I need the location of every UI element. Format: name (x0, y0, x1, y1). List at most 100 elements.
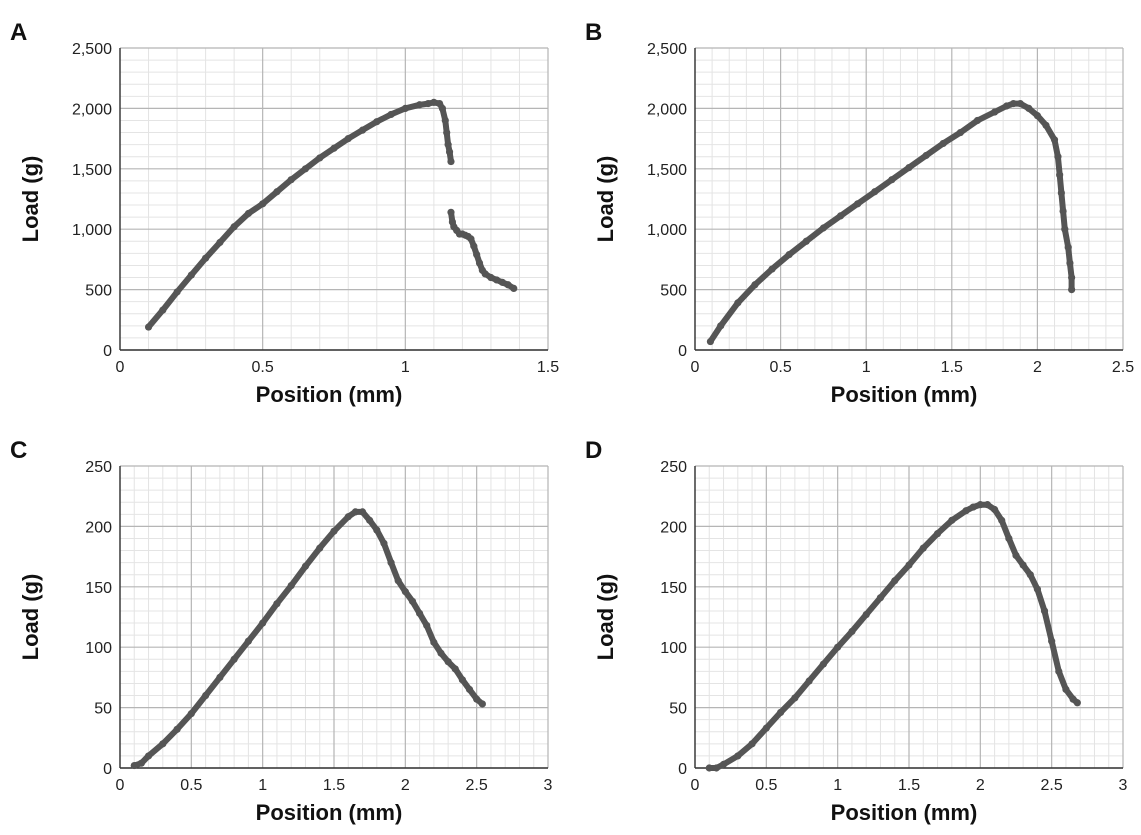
x-tick-label: 0.5 (755, 777, 777, 794)
data-point (493, 276, 501, 284)
data-series (130, 508, 486, 770)
data-point (380, 539, 388, 547)
data-point (998, 516, 1006, 524)
data-point (848, 627, 856, 636)
data-point (424, 99, 432, 108)
data-point (1068, 273, 1076, 282)
x-tick-label: 1.5 (323, 777, 345, 794)
y-tick-label: 1,500 (72, 162, 112, 179)
y-axis-title: Load (g) (18, 156, 43, 243)
series-trace (131, 508, 486, 769)
data-point (1062, 685, 1070, 694)
data-point (416, 101, 424, 109)
x-tick-label: 0.5 (180, 777, 202, 794)
data-point (1033, 112, 1041, 120)
data-point (734, 299, 742, 307)
data-point (473, 695, 481, 703)
y-axis-title: Load (g) (18, 574, 43, 661)
major-grid (119, 47, 549, 351)
data-point (273, 600, 281, 608)
data-point (445, 148, 454, 156)
data-point (1005, 534, 1013, 543)
data-point (344, 513, 352, 521)
data-point (1026, 571, 1034, 579)
data-point (983, 501, 992, 509)
data-point (905, 561, 913, 569)
data-point (1073, 699, 1081, 707)
series-trace (707, 100, 1075, 345)
x-tick-label: 1 (258, 777, 267, 794)
y-tick-label: 150 (660, 580, 687, 597)
data-point (717, 322, 725, 330)
data-point (159, 740, 167, 748)
data-point (202, 254, 210, 262)
data-point (734, 752, 742, 760)
data-point (969, 503, 977, 511)
y-tick-label: 0 (103, 343, 112, 360)
data-point (351, 508, 359, 516)
data-point (401, 104, 409, 112)
minor-grid (120, 48, 548, 350)
data-point (430, 638, 438, 646)
data-point (1061, 225, 1069, 233)
data-point (762, 724, 770, 732)
data-point (187, 710, 195, 718)
data-point (387, 559, 395, 567)
data-series (144, 98, 518, 331)
data-point (230, 223, 238, 231)
data-point (973, 116, 982, 125)
x-tick-label: 3 (1119, 777, 1128, 794)
panel-letter: C (10, 437, 27, 464)
data-point (287, 176, 295, 184)
y-tick-label: 200 (660, 519, 687, 536)
data-point (444, 141, 452, 149)
data-point (939, 139, 947, 148)
x-tick-label: 0.5 (252, 359, 274, 376)
chart-d: 0 0.5 1 1.5 2 2.5 3 0 50 100 150 200 250 D Position (m… (585, 437, 1128, 825)
data-point (470, 242, 478, 250)
data-point (777, 708, 785, 717)
y-tick-label: 0 (678, 343, 687, 360)
y-tick-label: 100 (660, 640, 687, 657)
x-tick-label: 2 (1033, 359, 1042, 376)
data-point (387, 110, 395, 119)
data-point (394, 577, 402, 585)
y-tick-label: 2,500 (72, 41, 112, 58)
y-tick-label: 500 (660, 283, 687, 300)
y-tick-label: 1,000 (72, 222, 112, 239)
data-point (144, 323, 153, 331)
panel-c: 0 0.5 1 1.5 2 2.5 3 0 50 100 150 200 250 C Position (m… (0, 418, 570, 835)
x-tick-label: 2.5 (466, 777, 488, 794)
x-tick-label: 1.5 (898, 777, 920, 794)
data-point (447, 208, 455, 216)
data-point (819, 224, 827, 232)
data-point (444, 658, 452, 666)
data-point (922, 151, 930, 160)
panel-letter: D (585, 437, 602, 464)
data-point (712, 764, 720, 772)
data-point (956, 128, 964, 137)
y-tick-label: 50 (94, 701, 112, 718)
x-tick-label: 0 (116, 777, 125, 794)
data-point (1002, 102, 1011, 110)
data-point (451, 665, 459, 673)
data-point (487, 273, 495, 282)
data-point (1057, 189, 1065, 197)
data-point (1025, 104, 1033, 112)
data-point (216, 673, 224, 681)
y-tick-label: 0 (103, 761, 112, 778)
data-point (330, 144, 338, 152)
data-point (785, 250, 793, 259)
panel-letter: A (10, 19, 27, 46)
chart-a: 0 0.5 1 1.5 0 500 1,000 1,500 2,000 2,500 A Positio… (10, 19, 559, 407)
data-point (301, 562, 310, 570)
data-point (416, 609, 424, 617)
data-point (187, 271, 195, 279)
y-axis-title: Load (g) (593, 156, 618, 243)
data-point (504, 281, 512, 289)
y-tick-label: 1,500 (647, 162, 687, 179)
data-point (706, 337, 715, 346)
data-point (751, 281, 759, 289)
data-point (441, 116, 449, 125)
